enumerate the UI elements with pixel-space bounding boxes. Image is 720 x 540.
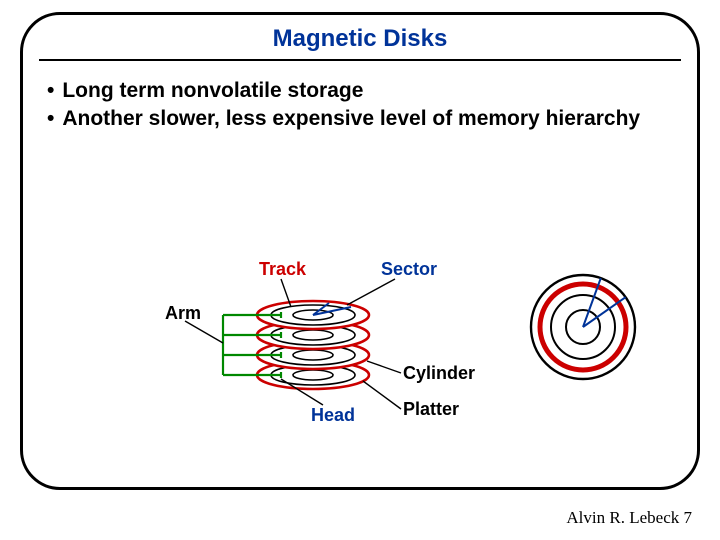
bullet-dot: • — [47, 105, 54, 133]
label-head: Head — [311, 405, 355, 426]
bullet-item: • Another slower, less expensive level o… — [47, 105, 673, 133]
slide-footer: Alvin R. Lebeck 7 — [566, 508, 692, 528]
slide-title: Magnetic Disks — [273, 25, 448, 53]
bullet-dot: • — [47, 77, 54, 105]
footer-page: 7 — [684, 508, 693, 527]
label-sector: Sector — [381, 259, 437, 280]
label-arm: Arm — [165, 303, 201, 324]
bullet-item: • Long term nonvolatile storage — [47, 77, 673, 105]
label-cylinder: Cylinder — [403, 363, 475, 384]
bullet-text: Another slower, less expensive level of … — [62, 105, 640, 133]
bullet-list: • Long term nonvolatile storage • Anothe… — [23, 61, 697, 134]
title-wrap: Magnetic Disks — [23, 15, 697, 53]
slide-frame: Magnetic Disks • Long term nonvolatile s… — [20, 12, 700, 490]
label-platter: Platter — [403, 399, 459, 420]
label-track: Track — [259, 259, 306, 280]
footer-author: Alvin R. Lebeck — [566, 508, 679, 527]
bullet-text: Long term nonvolatile storage — [62, 77, 363, 105]
